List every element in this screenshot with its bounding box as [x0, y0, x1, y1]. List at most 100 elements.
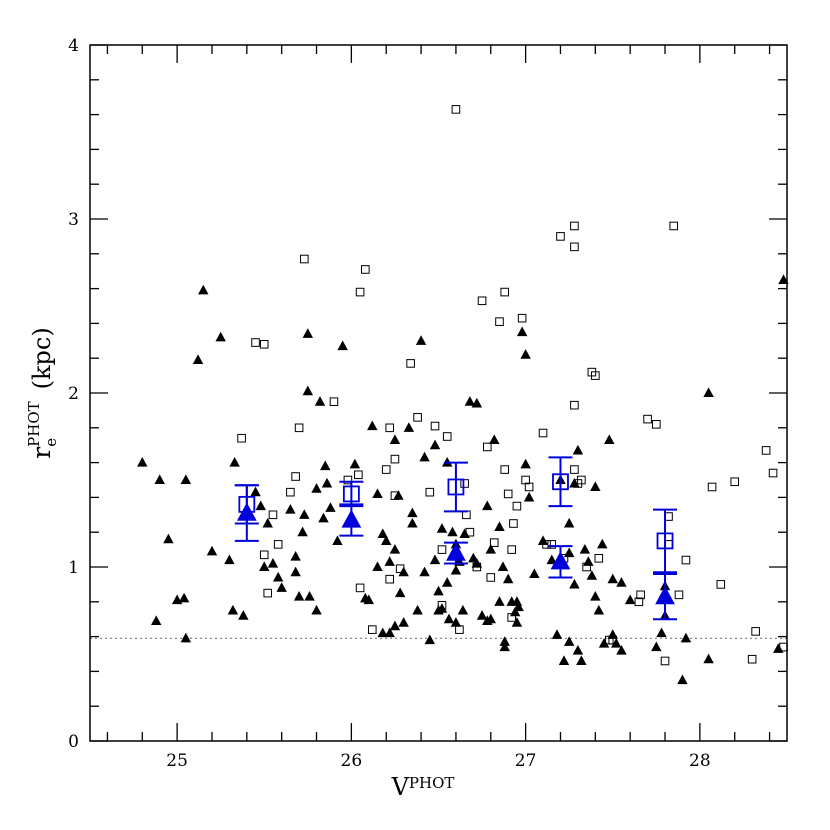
triangle-point: [516, 326, 528, 337]
square-point: [395, 564, 405, 574]
square-point: [507, 545, 516, 554]
triangle-point: [285, 504, 296, 514]
triangle-point: [389, 544, 401, 554]
triangle-point: [464, 396, 476, 406]
triangle-point: [290, 550, 301, 561]
triangle-point: [262, 517, 273, 528]
square-point: [286, 487, 295, 497]
triangle-point: [563, 636, 575, 646]
plot-frame: [89, 44, 788, 742]
triangle-point: [163, 533, 174, 544]
square-point: [259, 339, 269, 349]
square-point: [681, 555, 691, 565]
triangle-point: [651, 641, 662, 652]
square-point: [570, 221, 579, 231]
triangle-point: [150, 615, 162, 625]
triangle-point: [311, 604, 322, 615]
triangle-point: [520, 349, 531, 359]
triangle-point: [224, 554, 235, 565]
square-point: [451, 105, 461, 114]
x-tick-label: 27: [515, 751, 537, 771]
triangle-point: [198, 284, 209, 295]
triangle-point: [419, 566, 430, 577]
triangle-point: [424, 634, 436, 645]
square-mean-marker: [656, 532, 674, 550]
triangle-point: [377, 627, 388, 638]
square-point: [500, 287, 510, 297]
square-point: [477, 296, 487, 306]
triangle-point: [572, 444, 584, 455]
triangle-point: [337, 340, 348, 351]
triangle-point: [293, 591, 305, 601]
triangle-point: [677, 674, 688, 685]
triangle-point: [590, 591, 601, 601]
triangle-point: [381, 535, 392, 545]
triangle-point: [302, 328, 314, 338]
triangle-point: [433, 585, 444, 596]
triangle-point: [502, 573, 514, 584]
triangle-point: [297, 526, 308, 537]
square-point: [437, 600, 447, 610]
triangle-point: [389, 620, 401, 631]
triangle-point: [586, 570, 598, 580]
triangle-point: [332, 535, 343, 545]
square-point: [556, 232, 565, 241]
square-point: [291, 472, 300, 481]
square-point: [355, 583, 365, 593]
y-tick-label: 1: [68, 558, 79, 578]
square-point: [495, 317, 504, 326]
triangle-point: [367, 420, 378, 431]
square-mean-marker: [552, 473, 569, 491]
triangle-point: [403, 422, 415, 432]
triangle-point: [485, 613, 496, 624]
square-point: [509, 519, 518, 528]
triangle-point: [349, 458, 361, 469]
triangle-point: [450, 564, 462, 575]
triangle-point: [178, 592, 190, 603]
triangle-point: [607, 573, 618, 584]
triangle-point: [624, 594, 636, 605]
triangle-point: [412, 604, 423, 615]
triangle-point: [407, 507, 418, 518]
triangle-point: [513, 601, 524, 612]
square-point: [294, 423, 304, 433]
triangle-point: [325, 502, 336, 512]
square-point: [751, 627, 760, 636]
triangle-point: [441, 577, 453, 587]
triangle-point: [604, 434, 615, 445]
square-point: [547, 540, 557, 549]
triangle-point: [450, 617, 462, 627]
triangle-mean-marker: [655, 586, 675, 605]
square-point: [643, 414, 652, 424]
square-point: [542, 540, 551, 549]
square-point: [660, 656, 670, 666]
triangle-point: [255, 500, 266, 511]
triangle-point: [436, 523, 448, 533]
square-point: [486, 573, 496, 582]
square-point: [268, 510, 278, 520]
square-point: [634, 597, 644, 607]
y-tick-label: 2: [68, 384, 79, 404]
axis-ticks: [90, 44, 787, 742]
square-point: [381, 465, 391, 474]
square-mean-errorbar: [443, 461, 468, 513]
square-mean-marker: [342, 485, 360, 503]
square-point: [768, 468, 778, 478]
triangle-point: [680, 632, 692, 643]
square-point: [730, 477, 740, 487]
square-point: [237, 433, 246, 443]
triangle-point: [457, 604, 469, 615]
square-point: [608, 635, 618, 645]
square-point: [263, 588, 273, 598]
square-point: [747, 654, 757, 664]
triangle-point: [192, 354, 204, 364]
triangle-point: [476, 610, 488, 620]
triangle-point: [398, 617, 409, 627]
square-point: [354, 470, 363, 480]
triangle-point: [593, 604, 605, 615]
triangle-point: [206, 545, 218, 556]
triangle-point: [598, 637, 610, 648]
triangle-point: [299, 509, 310, 519]
square-point: [570, 400, 579, 410]
